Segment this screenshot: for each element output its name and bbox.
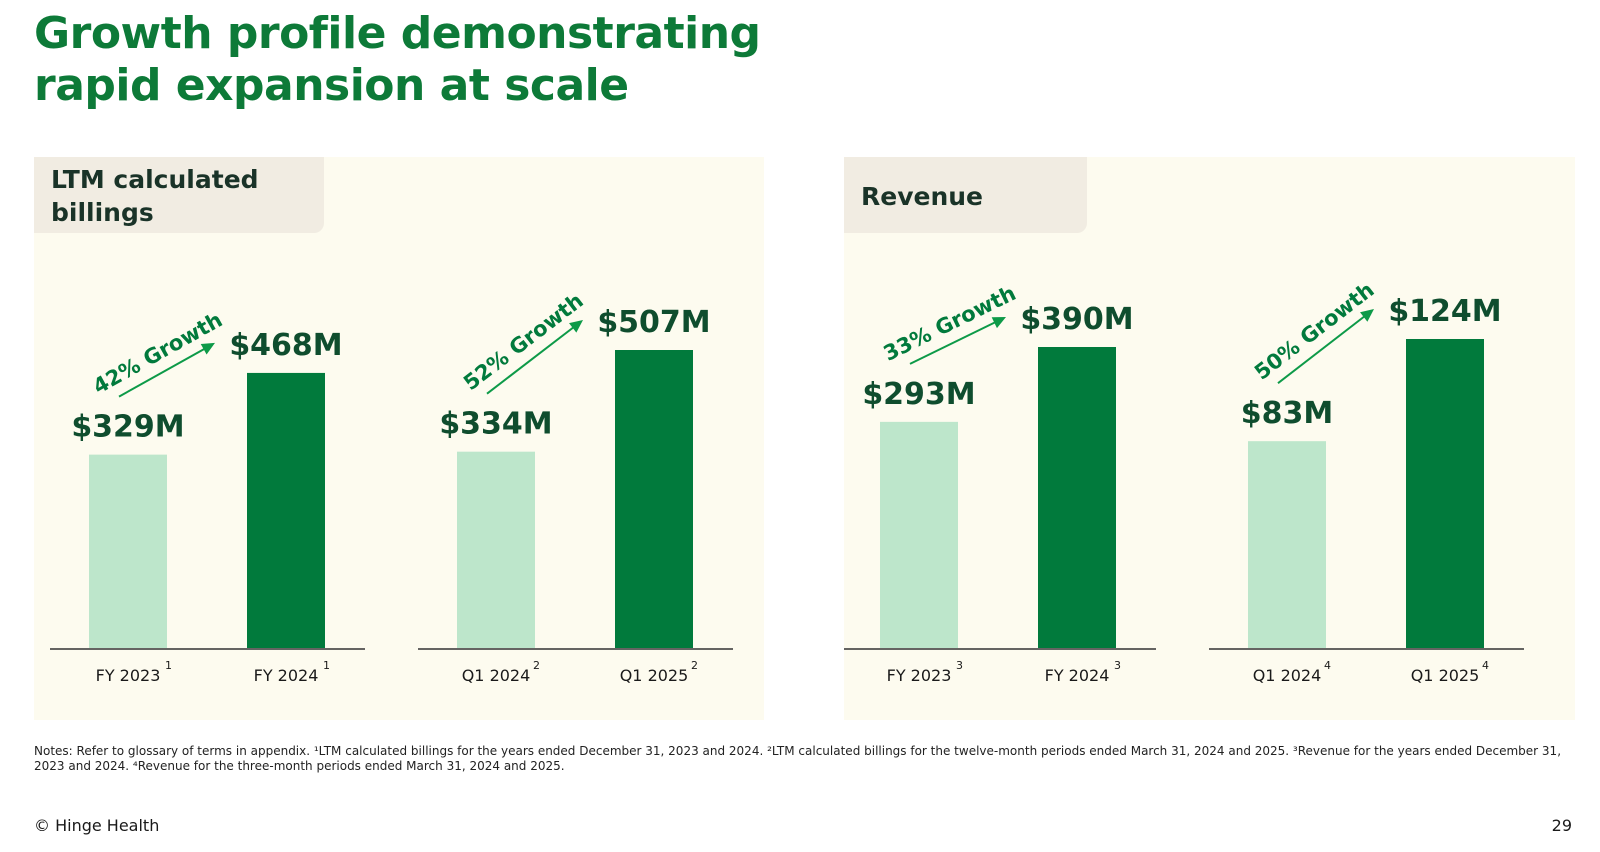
growth-arrow-head [991,317,1006,329]
growth-arrow-head [569,320,583,333]
slide-title-line-1: Growth profile demonstrating [34,8,761,59]
growth-arrow-head [200,342,215,355]
growth-label: 42% Growth [89,308,226,399]
bar-q1-2025 [1406,339,1484,648]
bar-fy-2024 [247,372,325,648]
growth-arrow [1277,313,1369,384]
bar-group-1: $329M FY 2023 1 $468M FY 2024 1 42% Growth [50,308,365,685]
growth-arrow [486,324,578,395]
value-label: $390M [1020,302,1133,337]
footnote-marker: 3 [1114,659,1121,672]
revenue-chart-panel: Revenue $293M FY 2023 3 $390M FY 2024 3 33% Gr… [844,157,1575,720]
revenue-chart-title: Revenue [844,157,1087,233]
billings-chart-title: LTM calculated billings [34,157,324,233]
category-label: Q1 2024 [462,666,531,685]
value-label: $124M [1388,294,1501,329]
value-label: $334M [439,407,552,442]
copyright-footer: © Hinge Health [34,816,160,835]
value-label: $468M [229,328,342,363]
growth-label: 52% Growth [459,288,588,395]
billings-chart: $329M FY 2023 1 $468M FY 2024 1 42% Growth $334… [50,288,733,685]
footnote-marker: 4 [1324,659,1331,672]
value-label: $507M [597,305,710,340]
billings-chart-panel: LTM calculated billings $329M FY 2023 1 $46… [34,157,764,720]
footnote-marker: 2 [691,659,698,672]
footnote-marker: 1 [165,659,172,672]
category-label: FY 2023 [96,666,161,685]
footnote-marker: 4 [1482,659,1489,672]
value-label: $293M [862,377,975,412]
bar-q1-2024 [1248,441,1326,648]
footnote-marker: 1 [323,659,330,672]
footnote-marker: 2 [533,659,540,672]
footnotes: Notes: Refer to glossary of terms in app… [34,744,1562,773]
category-label: Q1 2024 [1253,666,1322,685]
slide-title: Growth profile demonstrating rapid expan… [34,8,761,112]
footnote-marker: 3 [956,659,963,672]
bar-q1-2024 [457,451,535,648]
category-label: FY 2024 [254,666,319,685]
bar-q1-2025 [615,350,693,648]
category-label: FY 2023 [887,666,952,685]
growth-label: 50% Growth [1250,278,1379,385]
value-label: $83M [1241,396,1333,431]
bar-fy-2023 [880,421,958,648]
growth-arrow-head [1360,309,1374,322]
category-label: FY 2024 [1045,666,1110,685]
bar-fy-2023 [89,454,167,648]
category-label: Q1 2025 [620,666,689,685]
slide-title-line-2: rapid expansion at scale [34,60,629,111]
growth-arrow [118,345,209,398]
growth-arrow [909,319,1000,365]
category-label: Q1 2025 [1411,666,1480,685]
value-label: $329M [71,410,184,445]
page-number: 29 [1551,816,1572,835]
bar-fy-2024 [1038,347,1116,648]
